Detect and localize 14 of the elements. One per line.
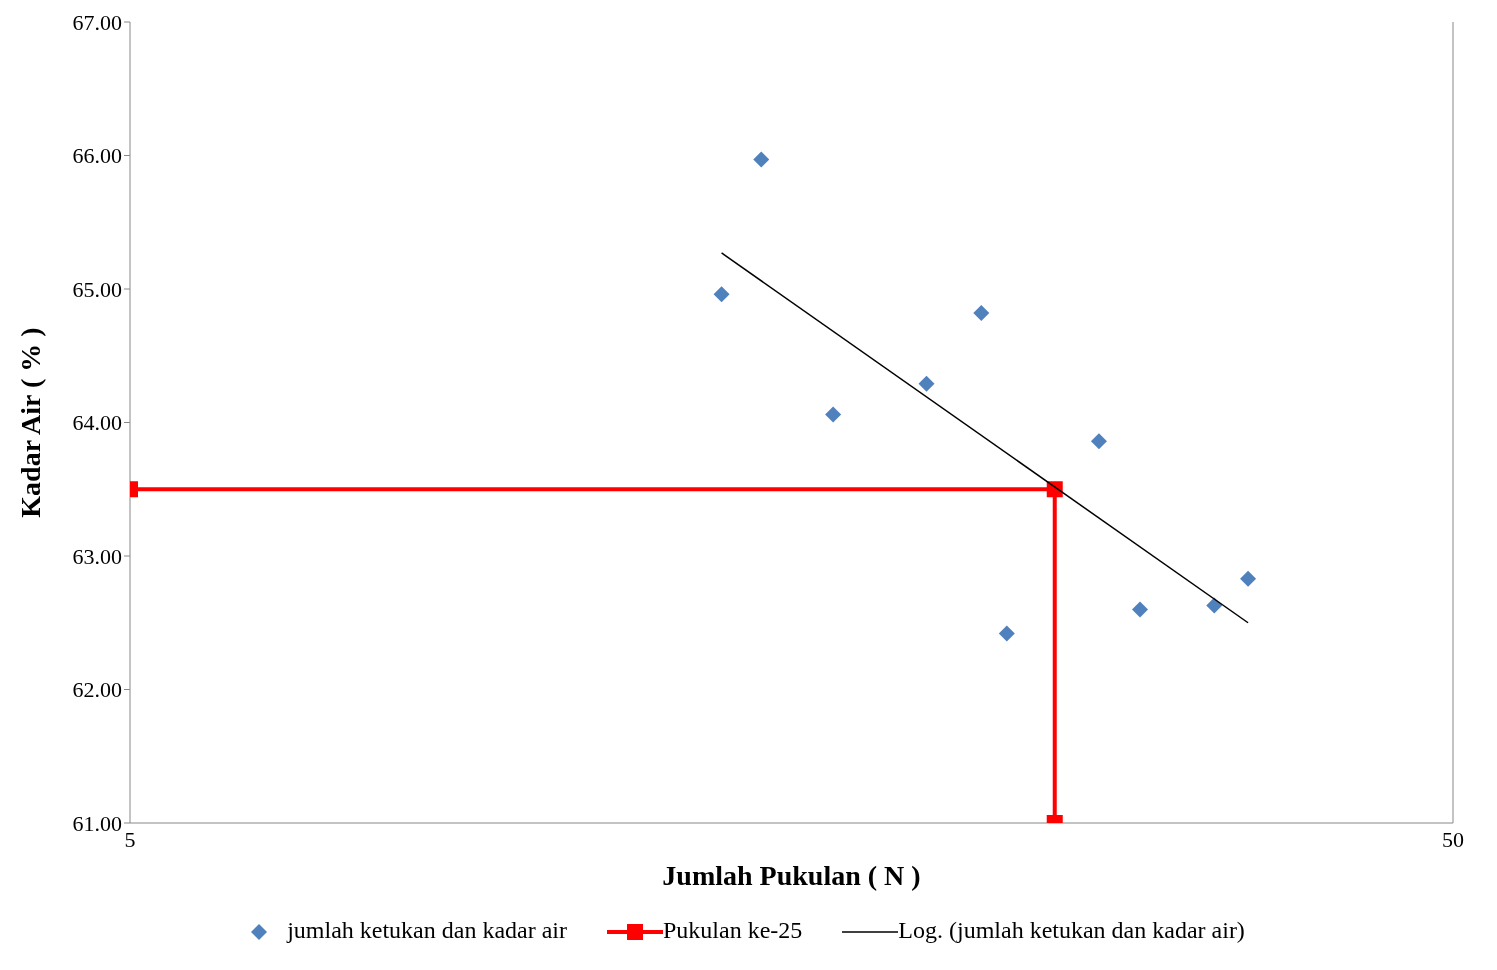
x-tick-label: 50 — [1442, 826, 1464, 852]
y-tick-label: 67.00 — [72, 9, 122, 35]
legend-label: Pukulan ke-25 — [662, 917, 803, 944]
y-tick-label: 65.00 — [72, 276, 122, 302]
y-axis-title: Kadar Air ( % ) — [14, 327, 46, 518]
y-tick-label: 62.00 — [72, 677, 122, 703]
legend-label: Log. (jumlah ketukan dan kadar air) — [897, 917, 1245, 944]
x-axis-title: Jumlah Pukulan ( N ) — [662, 860, 921, 891]
legend-label: jumlah ketukan dan kadar air — [285, 917, 568, 944]
y-tick-label: 64.00 — [72, 410, 122, 436]
y-tick-label: 61.00 — [72, 810, 122, 836]
y-tick-label: 66.00 — [72, 143, 122, 169]
y-tick-label: 63.00 — [72, 543, 122, 569]
x-tick-label: 5 — [124, 826, 136, 852]
